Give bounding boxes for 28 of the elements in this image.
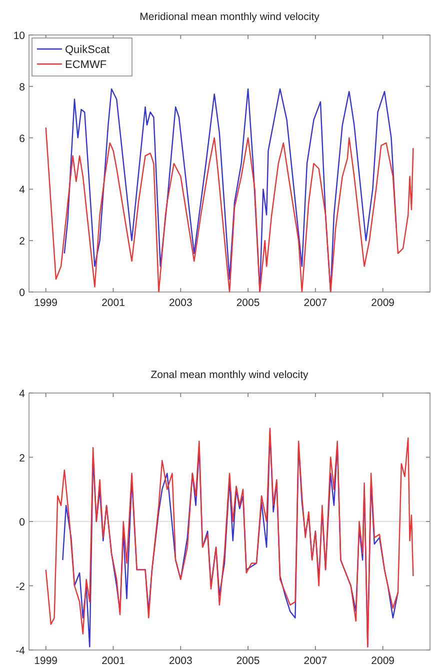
y-tick-label: 6 [19, 132, 26, 145]
x-tick-label: 2005 [236, 655, 260, 667]
x-tick-label: 1999 [34, 655, 58, 667]
x-tick-label: 2007 [304, 655, 328, 667]
x-tick-label: 1999 [34, 297, 58, 309]
x-tick-label: 2003 [168, 655, 192, 667]
x-tick-label: 2001 [102, 297, 126, 309]
x-tick-label: 2007 [304, 297, 328, 309]
chart-title: Zonal mean monthly wind velocity [150, 369, 310, 381]
x-tick-label: 2001 [102, 655, 126, 667]
y-tick-label: 2 [19, 236, 26, 248]
y-tick-label: 4 [19, 388, 26, 400]
legend-label: QuikScat [65, 44, 110, 56]
y-tick-label: 0 [19, 516, 26, 528]
y-tick-label: 2 [19, 452, 26, 464]
x-tick-label: 2003 [168, 297, 192, 309]
y-tick-label: 10 [13, 30, 26, 42]
x-tick-label: 2009 [371, 297, 395, 309]
chart-title: Meridional mean monthly wind velocity [140, 11, 320, 23]
y-tick-label: -2 [16, 580, 26, 593]
y-tick-label: 0 [19, 287, 26, 299]
y-tick-label: -4 [16, 645, 26, 657]
y-tick-label: 8 [19, 81, 26, 94]
x-tick-label: 2005 [236, 297, 260, 309]
y-tick-label: 4 [19, 184, 26, 196]
x-tick-label: 2009 [371, 655, 395, 667]
legend-label: ECMWF [65, 59, 107, 71]
line-series [45, 126, 414, 293]
